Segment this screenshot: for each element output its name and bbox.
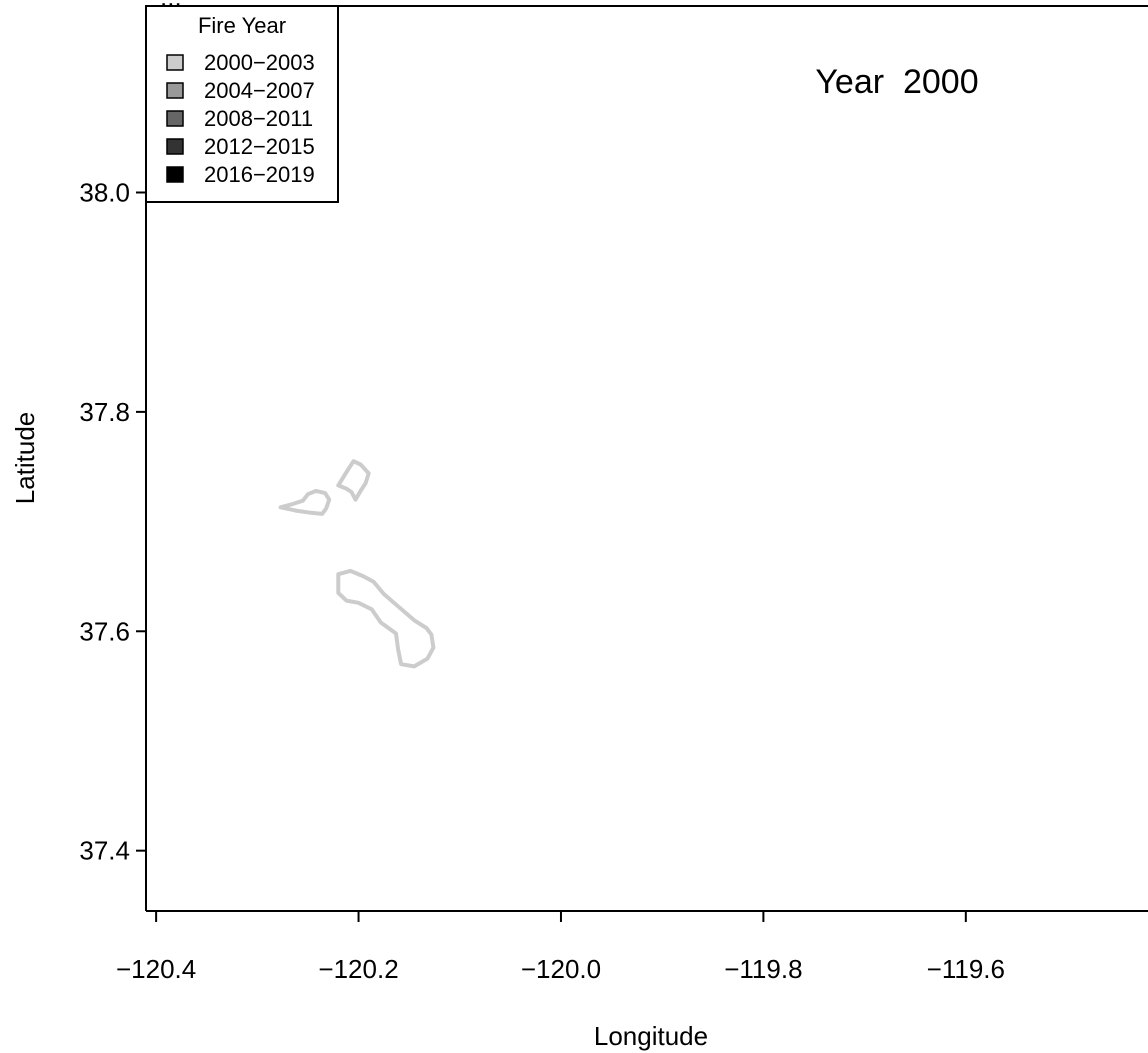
x-tick-label: −120.2 (318, 954, 398, 984)
legend-title: Fire Year (198, 13, 286, 38)
x-tick-label: −119.6 (927, 954, 1005, 984)
legend-swatch (166, 138, 184, 155)
year-label: Year 2000 (815, 63, 978, 101)
legend-entries: 2000−2003 2004−2007 2008−2011 2012−2015 2016… (166, 50, 315, 187)
legend-swatch (166, 110, 184, 127)
y-axis-title: Latitude (10, 412, 40, 505)
y-tick-label: 37.4 (79, 836, 130, 866)
legend-label: 2004−2007 (204, 78, 315, 103)
y-tick-label: 37.8 (79, 397, 130, 427)
x-tick-label: −120.4 (116, 954, 196, 984)
fire-perimeters-layer (278, 459, 436, 669)
x-axis: Longitude −120.4 −120.2 −120.0 −119.8 −119.6 (116, 911, 1005, 1051)
legend-label: 2008−2011 (204, 106, 313, 131)
fire-perimeter-south (336, 568, 436, 669)
y-tick-label: 37.6 (79, 616, 130, 646)
fire-perimeter-north (336, 459, 371, 502)
x-axis-title: Longitude (594, 1021, 708, 1051)
legend-label: 2000−2003 (204, 50, 315, 75)
legend-swatch (166, 166, 184, 183)
y-tick-label: 38.0 (79, 177, 130, 207)
x-tick-label: −120.0 (521, 954, 601, 984)
legend-label: 2012−2015 (204, 134, 315, 159)
legend-label: 2016−2019 (204, 162, 315, 187)
x-tick-label: −119.8 (724, 954, 802, 984)
legend: Fire Year 2000−2003 2004−2007 2008−2011 201… (145, 5, 339, 203)
y-axis: Latitude 38.0 37.8 37.6 37.4 (10, 177, 146, 866)
fire-perimeter-west (278, 488, 332, 516)
legend-swatch (166, 54, 184, 71)
legend-swatch (166, 82, 184, 99)
